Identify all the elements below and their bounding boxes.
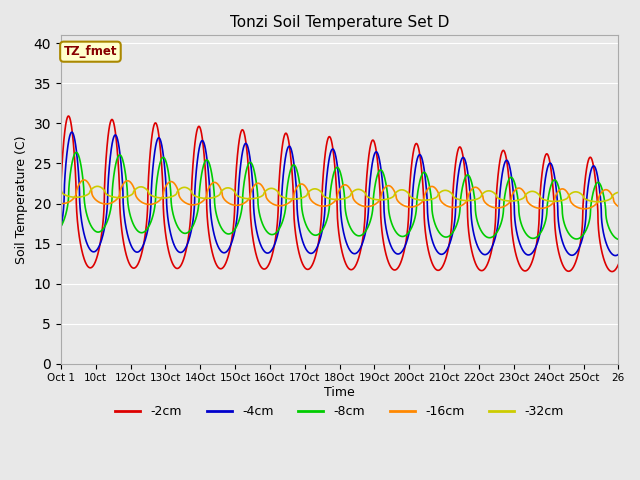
Line: -32cm: -32cm	[61, 186, 618, 202]
-2cm	[392, 267, 399, 273]
Y-axis label: Soil Temperature (C): Soil Temperature (C)	[15, 135, 28, 264]
-16cm	[420, 197, 428, 203]
X-axis label: Time: Time	[324, 386, 355, 399]
Line: -2cm: -2cm	[61, 116, 618, 272]
-2cm	[65, 113, 72, 119]
-4cm	[473, 242, 481, 248]
-8cm	[420, 169, 428, 175]
-16cm	[515, 185, 523, 191]
-32cm	[93, 183, 101, 189]
Text: TZ_fmet: TZ_fmet	[64, 45, 117, 58]
-16cm	[580, 206, 588, 212]
-8cm	[473, 217, 481, 223]
-2cm	[614, 262, 622, 267]
Line: -8cm: -8cm	[61, 152, 618, 240]
-8cm	[270, 231, 278, 237]
-4cm	[68, 129, 76, 135]
-32cm	[594, 199, 602, 204]
-8cm	[57, 224, 65, 229]
-4cm	[612, 252, 620, 258]
-4cm	[614, 252, 622, 257]
-8cm	[392, 228, 399, 234]
-8cm	[159, 155, 166, 161]
-4cm	[270, 243, 278, 249]
-16cm	[392, 191, 399, 196]
-2cm	[608, 269, 616, 275]
-2cm	[270, 244, 278, 250]
Title: Tonzi Soil Temperature Set D: Tonzi Soil Temperature Set D	[230, 15, 449, 30]
-4cm	[515, 240, 523, 245]
-32cm	[420, 197, 428, 203]
-8cm	[515, 213, 523, 218]
-2cm	[473, 264, 481, 269]
-2cm	[57, 189, 65, 194]
-16cm	[614, 204, 622, 209]
Line: -16cm: -16cm	[61, 180, 618, 209]
-32cm	[473, 196, 481, 202]
-4cm	[392, 250, 399, 256]
Legend: -2cm, -4cm, -8cm, -16cm, -32cm: -2cm, -4cm, -8cm, -16cm, -32cm	[111, 400, 569, 423]
-4cm	[159, 145, 166, 151]
-32cm	[614, 190, 622, 195]
-32cm	[392, 190, 399, 196]
-4cm	[57, 225, 65, 230]
-2cm	[515, 262, 523, 268]
-8cm	[614, 237, 622, 242]
-16cm	[80, 177, 88, 183]
-2cm	[159, 172, 166, 178]
-16cm	[159, 194, 166, 200]
-32cm	[57, 187, 65, 193]
Line: -4cm: -4cm	[61, 132, 618, 255]
-32cm	[270, 186, 278, 192]
-8cm	[72, 149, 80, 155]
-32cm	[515, 197, 523, 203]
-16cm	[473, 185, 481, 191]
-16cm	[270, 202, 278, 207]
-16cm	[57, 201, 65, 206]
-32cm	[159, 195, 166, 201]
-4cm	[420, 163, 428, 168]
-2cm	[420, 193, 428, 199]
